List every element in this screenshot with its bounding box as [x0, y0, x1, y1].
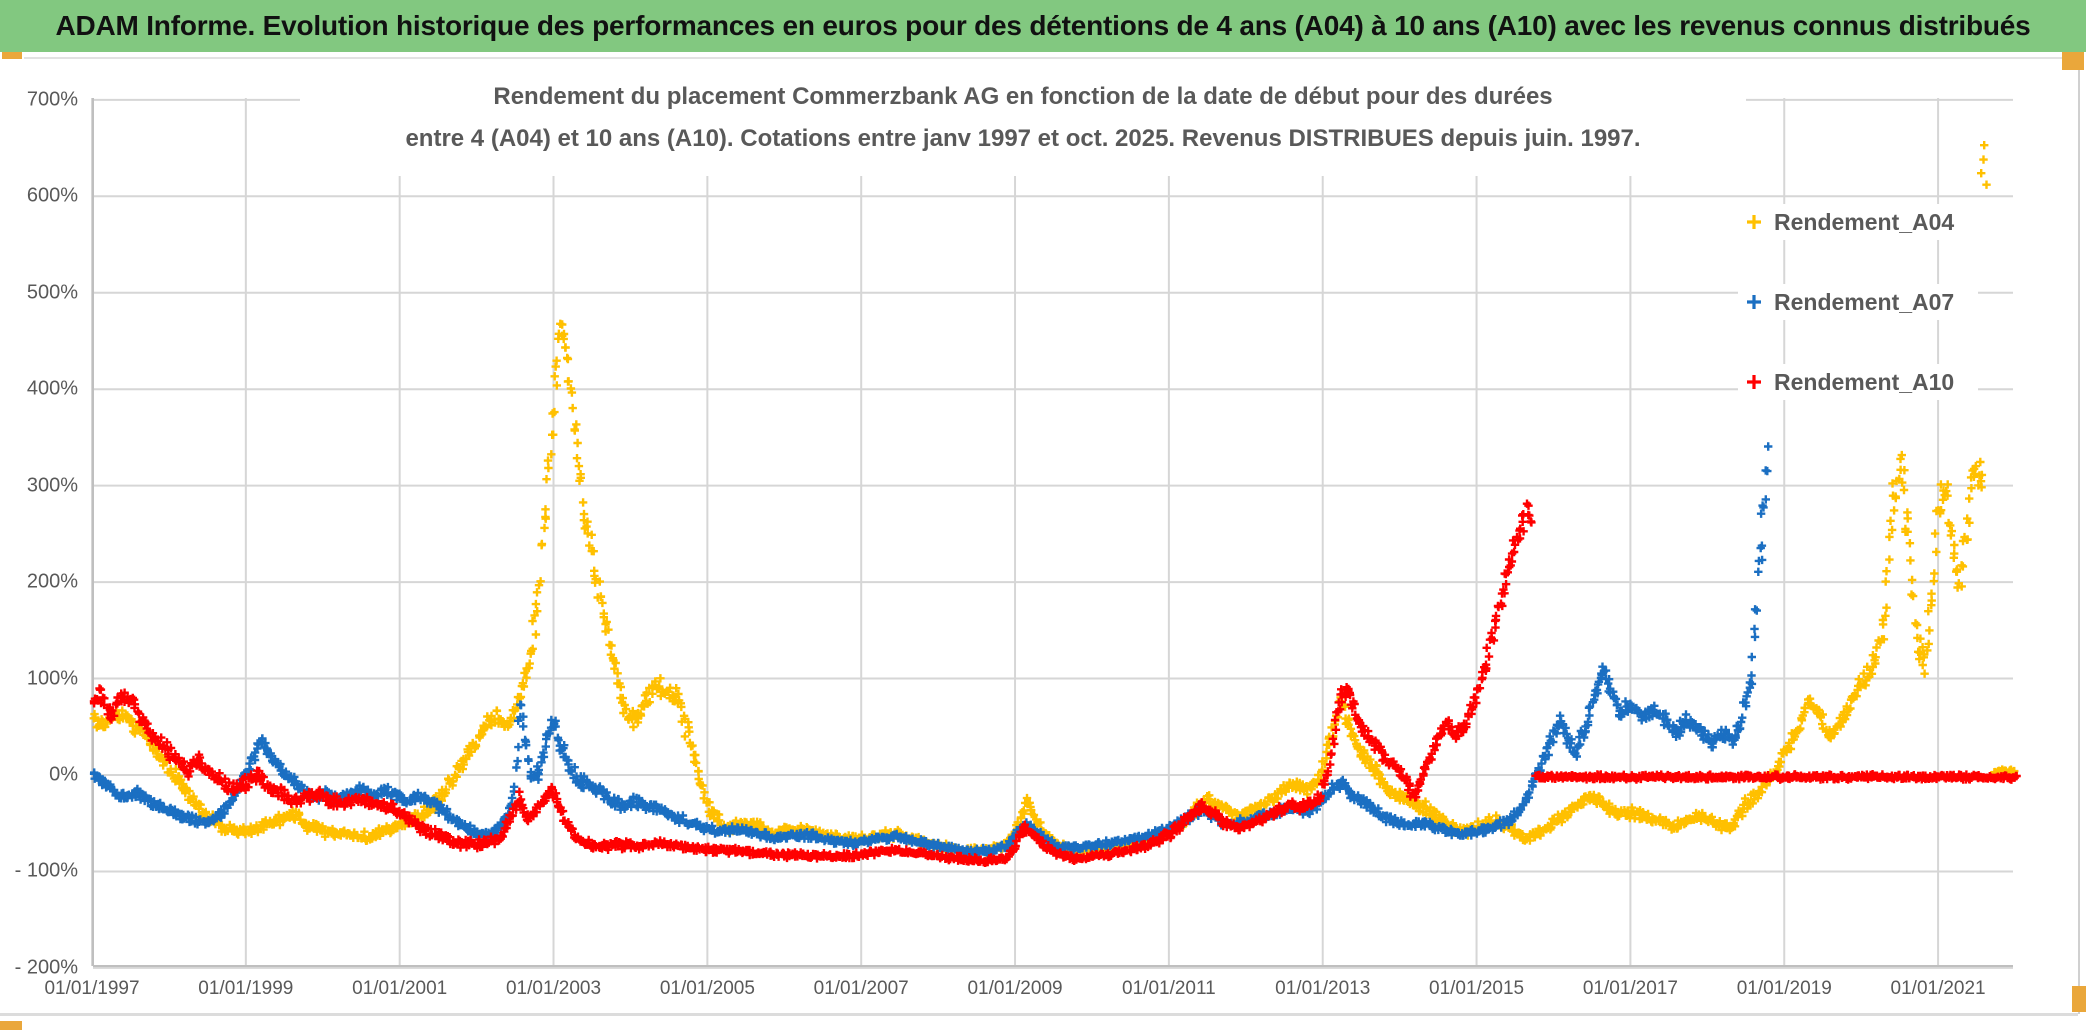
x-tick-label: 01/01/2019 [1737, 978, 1832, 1000]
x-tick-label: 01/01/2013 [1275, 978, 1370, 1000]
y-tick-label: 0% [0, 764, 78, 787]
legend-item: Rendement_A04 [1738, 204, 1978, 240]
x-tick-label: 01/01/2005 [660, 978, 755, 1000]
x-tick-label: 01/01/2017 [1583, 978, 1678, 1000]
legend-item: Rendement_A07 [1738, 284, 1978, 320]
y-tick-label: 400% [0, 378, 78, 401]
bottom-panel-border [0, 1013, 2078, 1016]
gold-accent-top-right [2062, 46, 2084, 70]
chart-title-line1: Rendement du placement Commerzbank AG en… [300, 76, 1746, 118]
legend-label: Rendement_A07 [1774, 289, 1954, 316]
plus-marker-icon [1747, 295, 1761, 309]
y-tick-label: 300% [0, 474, 78, 497]
chart-title: Rendement du placement Commerzbank AG en… [300, 62, 1746, 176]
gridlines [91, 98, 2013, 969]
x-tick-label: 01/01/2003 [506, 978, 601, 1000]
axis-lines [92, 98, 2013, 967]
x-tick-label: 01/01/2009 [967, 978, 1062, 1000]
scatter-series [88, 139, 2022, 869]
x-tick-label: 01/01/2021 [1891, 978, 1986, 1000]
legend: Rendement_A04 Rendement_A07 Rendement_A10 [1738, 204, 1978, 444]
header-divider-line [24, 57, 2078, 59]
gold-accent-top-left [2, 52, 22, 59]
y-tick-label: - 100% [0, 860, 78, 883]
x-tick-label: 01/01/2007 [814, 978, 909, 1000]
chart-title-line2: entre 4 (A04) et 10 ans (A10). Cotations… [300, 118, 1746, 160]
legend-item: Rendement_A10 [1738, 364, 1978, 400]
series-Rendement_A10 [88, 498, 2022, 869]
plus-marker-icon [1747, 215, 1761, 229]
report-title-banner: ADAM Informe. Evolution historique des p… [0, 0, 2086, 52]
legend-label: Rendement_A04 [1774, 209, 1954, 236]
series-Rendement_A07 [88, 441, 1774, 859]
x-tick-label: 01/01/2011 [1122, 978, 1216, 1000]
x-tick-label: 01/01/1999 [198, 978, 293, 1000]
plus-marker-icon [1747, 375, 1761, 389]
y-tick-label: 700% [0, 88, 78, 111]
report-title: ADAM Informe. Evolution historique des p… [55, 10, 2030, 42]
x-tick-label: 01/01/2001 [352, 978, 447, 1000]
y-tick-label: 600% [0, 185, 78, 208]
legend-label: Rendement_A10 [1774, 369, 1954, 396]
x-tick-label: 01/01/2015 [1429, 978, 1524, 1000]
series-Rendement_A04 [88, 139, 2020, 860]
gold-accent-bottom-right [2072, 986, 2086, 1012]
y-tick-label: 200% [0, 571, 78, 594]
right-panel-border [2078, 58, 2080, 1014]
gold-accent-bottom-left [0, 1021, 22, 1030]
y-tick-label: 100% [0, 667, 78, 690]
y-tick-label: - 200% [0, 956, 78, 979]
y-tick-label: 500% [0, 281, 78, 304]
x-tick-label: 01/01/1997 [44, 978, 139, 1000]
